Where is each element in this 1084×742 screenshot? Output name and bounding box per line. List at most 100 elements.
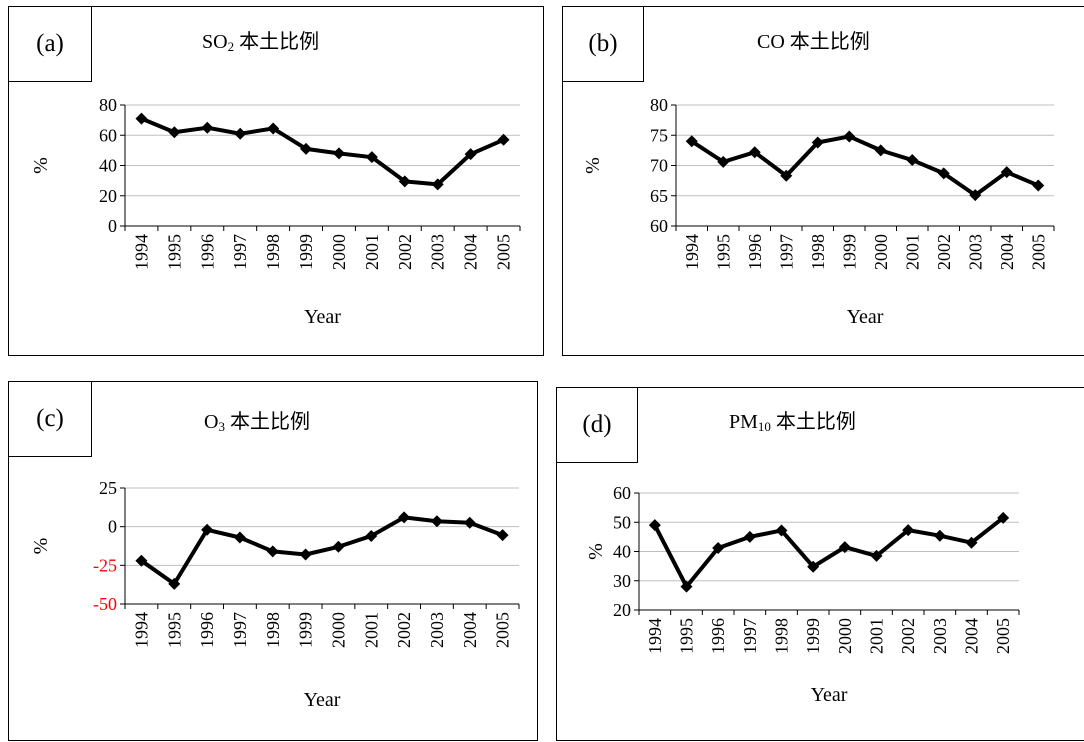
- y-tick-label: 20: [613, 600, 631, 620]
- x-tick-label: 2004: [997, 234, 1017, 270]
- data-point-marker: [332, 540, 345, 553]
- x-tick-label: 2005: [1028, 234, 1048, 270]
- x-tick-label: 2001: [867, 618, 887, 654]
- data-point-marker: [680, 580, 693, 593]
- data-point-marker: [748, 146, 761, 159]
- chart-svg: -50 -25 0 25 1994 1995 1996 1997 1998 1999 2000 200…: [30, 478, 520, 711]
- data-point-marker: [300, 142, 313, 155]
- y-axis-label: %: [582, 157, 604, 174]
- y-axis-label: %: [585, 543, 607, 560]
- x-tick-label: 2001: [361, 612, 381, 648]
- data-point-marker: [717, 155, 730, 168]
- data-point-marker: [1000, 166, 1013, 179]
- panel-tag: (b): [562, 6, 644, 82]
- data-point-marker: [233, 531, 246, 544]
- y-tick-label: 60: [650, 216, 668, 236]
- x-tick-label: 2004: [461, 234, 481, 270]
- x-tick-label: 1996: [745, 234, 765, 270]
- y-tick-label: -50: [93, 594, 117, 614]
- chart-title: CO 本土比例: [757, 31, 870, 53]
- chart-panel-b: (b) CO 本土比例 60 65 70 75 80 1994 1995 1996 1997 19…: [562, 6, 1084, 356]
- data-point-marker: [807, 560, 820, 573]
- x-tick-label: 2002: [395, 234, 415, 270]
- y-tick-label: 0: [108, 517, 117, 537]
- chart-title: O3 本土比例: [204, 411, 310, 434]
- x-tick-label: 1995: [713, 234, 733, 270]
- data-point-marker: [874, 144, 887, 157]
- x-tick-label: 2002: [898, 618, 918, 654]
- data-point-marker: [168, 577, 181, 590]
- panel-tag: (a): [8, 6, 92, 82]
- x-tick-label: 2001: [902, 234, 922, 270]
- chart-svg: 60 65 70 75 80 1994 1995 1996 1997 1998 1999 2000 20…: [582, 95, 1055, 328]
- chart-panel-c: (c) O3 本土比例 -50 -25 0 25 1994 1995 1996 1997 199…: [8, 381, 538, 741]
- data-point-marker: [201, 121, 214, 134]
- data-point-marker: [365, 529, 378, 542]
- y-tick-label: 25: [99, 478, 117, 498]
- data-point-marker: [933, 529, 946, 542]
- x-tick-label: 1999: [296, 612, 316, 648]
- x-axis-label: Year: [304, 689, 341, 711]
- data-point-marker: [497, 133, 510, 146]
- x-tick-label: 2004: [962, 618, 982, 654]
- y-tick-label: 80: [99, 95, 117, 115]
- data-point-marker: [843, 130, 856, 143]
- data-point-marker: [743, 530, 756, 543]
- x-tick-label: 2005: [493, 612, 513, 648]
- data-point-marker: [965, 536, 978, 549]
- x-axis-label: Year: [847, 306, 884, 328]
- data-point-marker: [365, 151, 378, 164]
- data-point-marker: [648, 519, 661, 532]
- series-line: [140, 116, 505, 187]
- series-line: [690, 134, 1040, 198]
- data-point-marker: [712, 541, 725, 554]
- x-tick-label: 2004: [460, 612, 480, 648]
- y-tick-label: 75: [650, 125, 668, 145]
- y-tick-label: 65: [650, 186, 668, 206]
- x-tick-label: 2000: [328, 612, 348, 648]
- x-tick-label: 1998: [263, 612, 283, 648]
- data-point-marker: [969, 189, 982, 202]
- data-point-marker: [997, 511, 1010, 524]
- y-tick-label: 60: [613, 483, 631, 503]
- y-axis-label: %: [30, 538, 52, 555]
- x-tick-label: 2000: [871, 234, 891, 270]
- x-tick-label: 2002: [934, 234, 954, 270]
- data-point-marker: [398, 175, 411, 188]
- y-axis-label: %: [30, 157, 52, 174]
- x-tick-label: 1999: [803, 618, 823, 654]
- data-point-marker: [299, 548, 312, 561]
- data-point-marker: [266, 545, 279, 558]
- x-tick-label: 1997: [230, 612, 250, 648]
- x-tick-label: 2000: [835, 618, 855, 654]
- x-axis-label: Year: [304, 306, 341, 328]
- data-point-marker: [937, 167, 950, 180]
- data-point-marker: [775, 524, 788, 537]
- x-tick-label: 1994: [682, 234, 702, 270]
- x-axis-label: Year: [811, 684, 848, 706]
- y-tick-label: 60: [99, 125, 117, 145]
- data-point-marker: [1032, 179, 1045, 192]
- x-tick-label: 1999: [839, 234, 859, 270]
- data-point-marker: [902, 524, 915, 537]
- y-tick-label: -25: [93, 555, 117, 575]
- x-tick-label: 2005: [494, 234, 514, 270]
- x-tick-label: 1998: [263, 234, 283, 270]
- panel-tag: (d): [556, 387, 638, 463]
- data-point-marker: [838, 541, 851, 554]
- panel-tag: (c): [8, 381, 92, 457]
- x-tick-label: 1997: [740, 618, 760, 654]
- y-tick-label: 40: [613, 542, 631, 562]
- x-tick-label: 1994: [645, 618, 665, 654]
- x-tick-label: 1997: [230, 234, 250, 270]
- y-tick-label: 50: [613, 512, 631, 532]
- data-point-marker: [870, 549, 883, 562]
- series-line: [140, 515, 504, 586]
- chart-title: PM10 本土比例: [729, 411, 856, 434]
- data-point-marker: [463, 516, 476, 529]
- x-tick-label: 1994: [131, 612, 151, 648]
- x-tick-label: 1996: [708, 618, 728, 654]
- x-tick-label: 2003: [427, 612, 447, 648]
- chart-panel-d: (d) PM10 本土比例 20 30 40 50 60 1994 1995 1996 1997…: [556, 387, 1084, 741]
- chart-panel-a: (a) SO2 本土比例 0 20 40 60 80 1994 1995 1996 1997 19…: [8, 6, 544, 356]
